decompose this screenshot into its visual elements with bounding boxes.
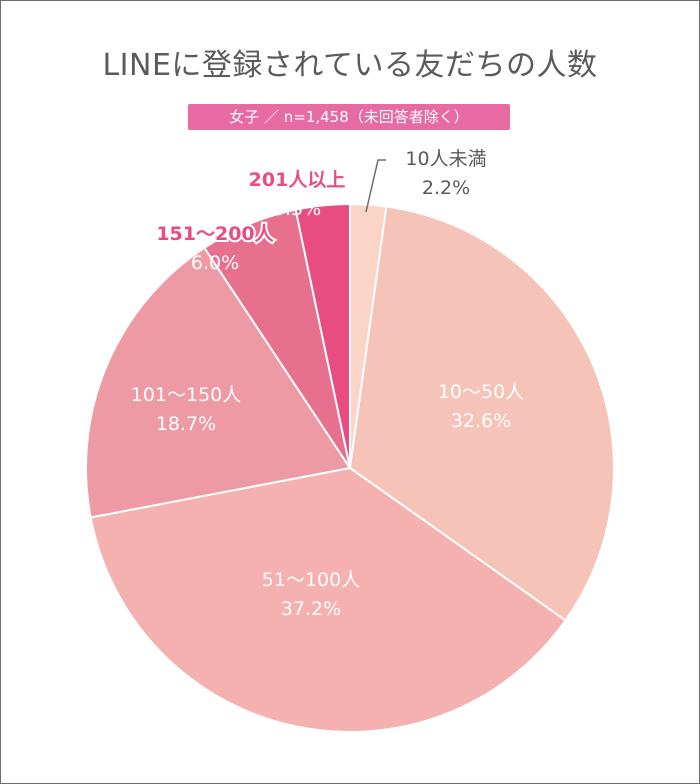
slice-value-label: 3.3% xyxy=(273,198,321,220)
pie-slice xyxy=(294,202,351,469)
pie-slice xyxy=(89,466,567,733)
pie-slice xyxy=(85,246,352,519)
slice-category-label: 151〜200人 xyxy=(156,223,274,245)
slice-value-label: 2.2% xyxy=(422,177,470,199)
slice-value-label: 32.6% xyxy=(451,410,511,432)
pie-slice xyxy=(348,205,615,622)
chart-subtitle-badge: 女子 ／ n=1,458（未回答者除く） xyxy=(188,104,510,130)
slice-category-label: 51〜100人 xyxy=(262,569,360,591)
slice-category-label: 10〜50人 xyxy=(438,381,524,403)
slice-category-label: 10人未満 xyxy=(405,148,486,170)
slice-value-label: 6.0% xyxy=(191,252,239,274)
slice-category-label: 101〜150人 xyxy=(131,384,242,406)
chart-title: LINEに登録されている友だちの人数 xyxy=(102,48,598,83)
leader-line xyxy=(365,159,386,213)
slice-value-label: 37.2% xyxy=(281,598,341,620)
slice-value-label: 18.7% xyxy=(156,413,216,435)
slice-category-label: 201人以上 xyxy=(249,169,346,191)
